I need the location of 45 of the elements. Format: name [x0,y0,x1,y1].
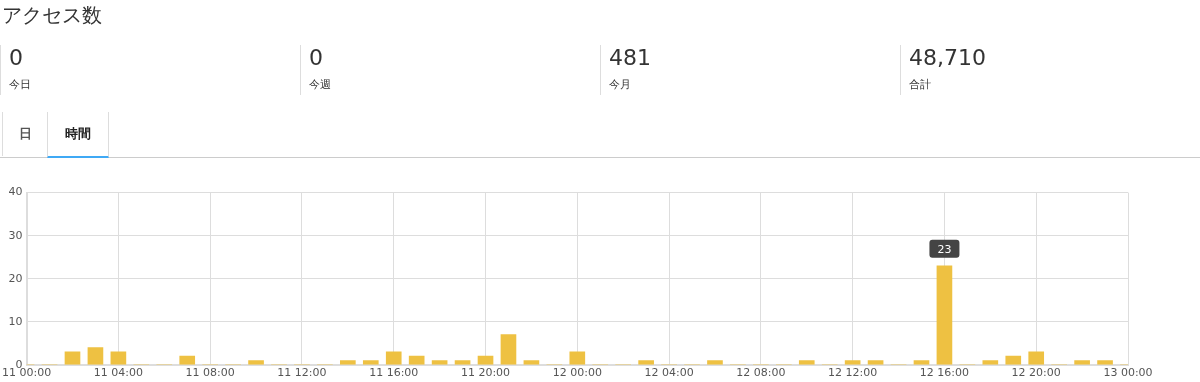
text: 今週 [309,77,332,92]
bar [179,355,196,365]
x-tick-label: 12 20:00 [1011,366,1061,380]
annotation: 23 [937,242,952,256]
bar [1097,360,1113,365]
y-tick-label: 40 [8,185,23,199]
text: 48,710 [909,45,987,71]
text: 0 [309,45,324,71]
bar [936,265,953,365]
bar [707,360,723,365]
bar [87,347,104,365]
x-tick-label: 11 20:00 [460,366,511,380]
text: 時間 [47,112,109,158]
bar [385,351,402,365]
text: 今日 [9,77,32,92]
bar [248,360,264,365]
bar [569,351,586,365]
x-tick-label: 12 12:00 [828,366,878,380]
x-tick-label: 11 16:00 [369,366,419,380]
bar [500,334,517,365]
bar [1005,355,1022,365]
x-tick-label: 12 00:00 [552,366,602,380]
x-tick-label: 13 00:00 [1103,366,1153,380]
bar [798,360,815,365]
x-tick-label: 11 12:00 [277,366,327,380]
x-tick-label: 11 08:00 [185,366,235,380]
x-tick-label: 12 04:00 [644,366,694,380]
y-tick-label: 30 [8,228,23,242]
text: 481 [609,45,652,71]
bar [408,355,425,365]
bar [362,360,379,365]
bar [638,360,654,365]
x-tick-label: 12 08:00 [736,366,786,380]
y-tick-label: 20 [8,271,23,285]
bar [982,360,999,365]
bar [340,360,356,365]
bar [1028,351,1045,365]
text: アクセス数 [2,2,102,29]
x-tick-label: 11 04:00 [93,366,143,380]
bar [1074,360,1090,365]
y-tick-label: 10 [8,314,23,328]
x-tick-label: 12 16:00 [919,366,970,380]
text: 合計 [909,77,932,92]
text: 日 [2,112,48,156]
text: 今月 [609,77,632,92]
